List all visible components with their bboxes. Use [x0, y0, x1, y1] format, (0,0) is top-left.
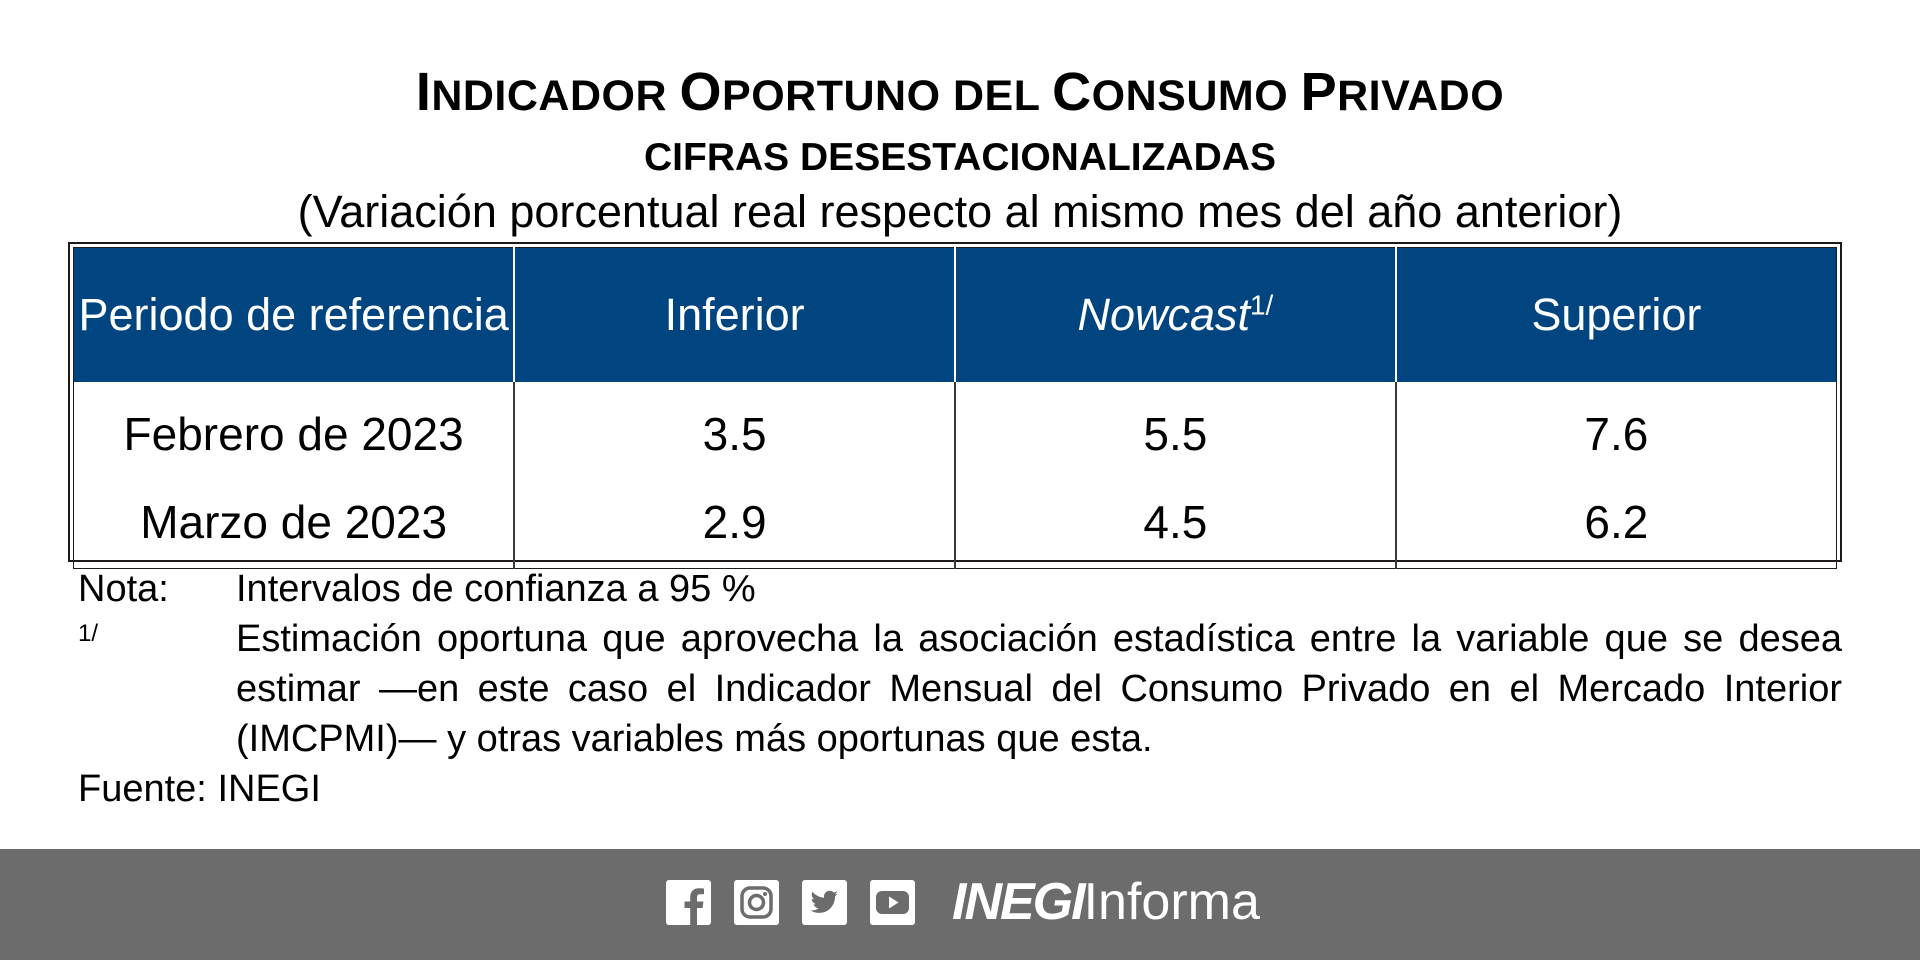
twitter-icon[interactable]: [802, 880, 847, 925]
table-row: Febrero de 2023 3.5 5.5 7.6: [73, 382, 1837, 480]
footnote-text: Estimación oportuna que aprovecha la aso…: [236, 618, 1842, 760]
note-text: Intervalos de confianza a 95 %: [236, 568, 756, 610]
units-caption: (Variación porcentual real respecto al m…: [297, 186, 1623, 237]
cell-nowcast: 4.5: [955, 480, 1397, 569]
source-line: Fuente: INEGI: [78, 764, 1842, 814]
page-subtitle: CIFRAS DESESTACIONALIZADAS: [644, 136, 1276, 179]
table-row: Marzo de 2023 2.9 4.5 6.2: [73, 480, 1837, 569]
youtube-icon[interactable]: [870, 880, 915, 925]
data-table-frame: Periodo de referencia Inferior Nowcast1/…: [68, 242, 1842, 569]
cell-inferior: 2.9: [514, 480, 956, 569]
nowcast-footnote-marker: 1/: [1250, 289, 1274, 321]
title-word-3: CONSUMO: [1052, 62, 1301, 122]
note-label: Nota:: [78, 568, 169, 610]
brand-light: Informa: [1083, 873, 1260, 931]
cell-period: Febrero de 2023: [73, 382, 516, 480]
column-header-nowcast: Nowcast1/: [955, 247, 1397, 382]
note-confidence: Nota: Intervalos de confianza a 95 %: [78, 564, 1842, 614]
cell-period: Marzo de 2023: [73, 480, 516, 569]
table-header-row: Periodo de referencia Inferior Nowcast1/…: [73, 247, 1837, 382]
facebook-icon[interactable]: [666, 880, 711, 925]
social-links: [666, 880, 915, 925]
footnote-marker: 1/: [78, 620, 99, 647]
footer-bar: INEGIInforma: [0, 849, 1920, 960]
cell-inferior: 3.5: [514, 382, 956, 480]
inegi-informa-logo: INEGIInforma: [952, 869, 1260, 935]
nowcast-label: Nowcast: [1077, 289, 1251, 340]
title-word-2: OPORTUNO DEL: [679, 62, 1053, 122]
title-word-1: INDICADOR: [415, 62, 680, 122]
brand-bold: INEGI: [952, 873, 1086, 931]
column-header-inferior: Inferior: [514, 247, 956, 382]
note-footnote: 1/ Estimación oportuna que aprovecha la …: [78, 614, 1842, 764]
cell-superior: 7.6: [1584, 408, 1649, 460]
cell-nowcast: 5.5: [955, 382, 1397, 480]
source-text: INEGI: [217, 768, 321, 810]
cell-superior: 6.2: [1584, 496, 1649, 548]
title-word-4: PRIVADO: [1300, 62, 1505, 122]
instagram-icon[interactable]: [734, 880, 779, 925]
column-header-superior: Superior: [1395, 247, 1837, 382]
page-title: INDICADOR OPORTUNO DEL CONSUMO PRIVADO: [0, 62, 1920, 126]
data-table: Periodo de referencia Inferior Nowcast1/…: [73, 247, 1837, 569]
notes-section: Nota: Intervalos de confianza a 95 % 1/ …: [78, 564, 1842, 814]
column-header-period: Periodo de referencia: [73, 247, 516, 382]
source-label: Fuente:: [78, 768, 207, 810]
